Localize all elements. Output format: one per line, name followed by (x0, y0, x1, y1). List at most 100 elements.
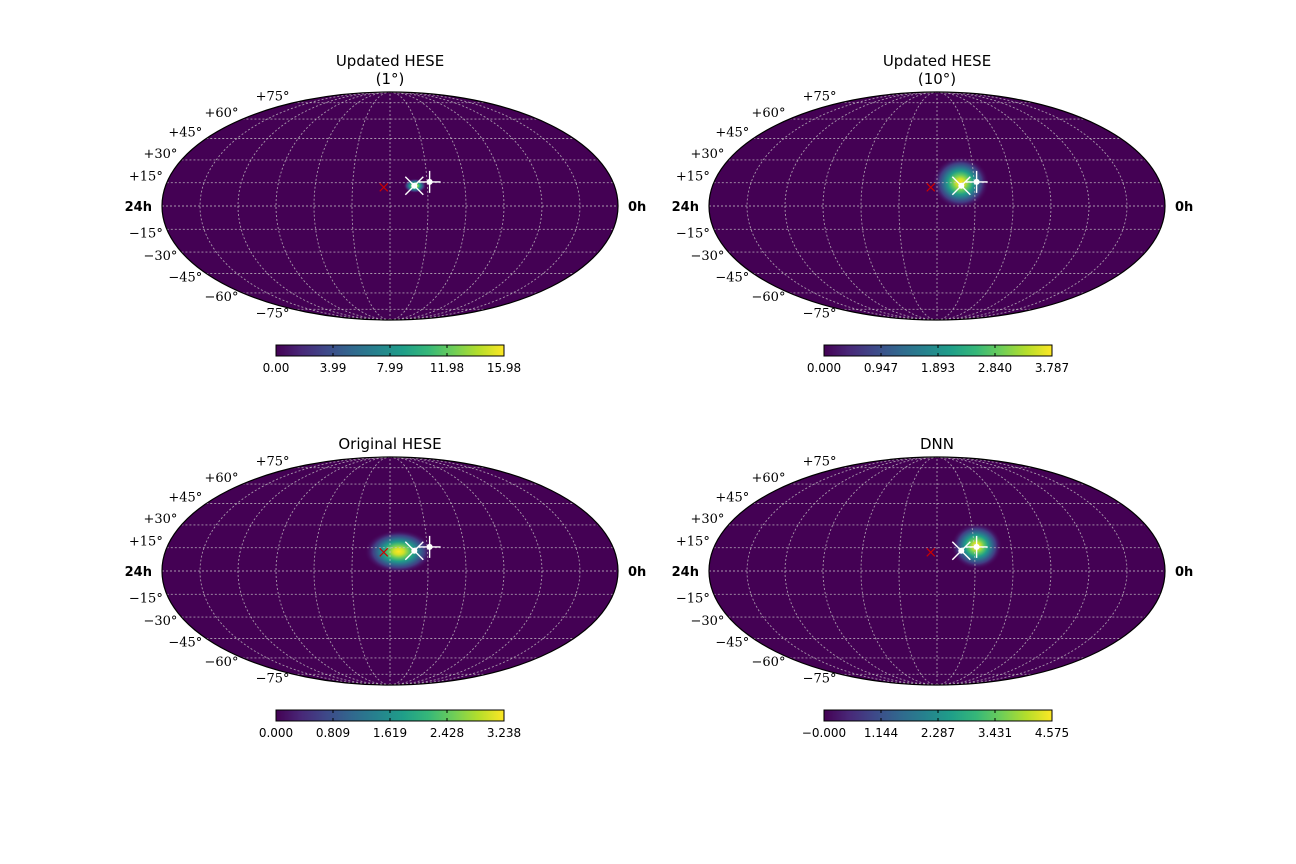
latitude-label: +45° (715, 491, 749, 506)
latitude-label: −15° (129, 591, 163, 606)
latitude-label: −60° (752, 290, 786, 305)
probability-hotspot (932, 156, 990, 209)
latitude-label: +30° (143, 512, 177, 527)
graticule (709, 457, 1165, 685)
latitude-label: −45° (168, 270, 202, 285)
latitude-label: −75° (803, 306, 837, 321)
ra-label-right: 0h (1175, 565, 1193, 580)
x-marker (404, 176, 424, 196)
skymap-panel: DNN +75° +60°+45° +30° +15° −15° −30° −45°−60° −… (672, 435, 1194, 740)
latitude-label: −30° (690, 614, 724, 629)
colorbar-tick-label: 3.99 (320, 361, 347, 375)
x-marker (951, 541, 971, 561)
latitude-label: +60° (205, 106, 239, 121)
latitude-label: −60° (205, 655, 239, 670)
latitude-label: +60° (752, 471, 786, 486)
colorbar-tick-label: 0.947 (864, 361, 898, 375)
panel-title: DNN (920, 435, 954, 453)
colorbar-tick-label: 2.428 (430, 726, 464, 740)
colorbar-tick-label: 0.000 (807, 361, 841, 375)
x-marker (379, 182, 389, 192)
latitude-label: −45° (715, 270, 749, 285)
latitude-label: −60° (205, 290, 239, 305)
ra-label-right: 0h (628, 565, 646, 580)
colorbar-tick-label: 0.00 (263, 361, 290, 375)
latitude-label: −75° (256, 671, 290, 686)
ra-label-left: 24h (672, 565, 699, 580)
ra-label-right: 0h (1175, 200, 1193, 215)
sky-outline (161, 456, 619, 686)
plus-marker (418, 535, 441, 558)
graticule (162, 92, 618, 320)
latitude-label: +15° (676, 535, 710, 550)
latitude-label: −15° (129, 226, 163, 241)
latitude-label: +30° (143, 147, 177, 162)
panel-title: Updated HESE (883, 52, 991, 70)
sky-outline (708, 91, 1166, 321)
colorbar: 0.00 3.99 7.99 11.98 15.98 (263, 344, 521, 375)
sky-outline (708, 456, 1166, 686)
colorbar-tick-label: 7.99 (377, 361, 404, 375)
latitude-label: −30° (690, 249, 724, 264)
latitude-label: +75° (803, 90, 837, 105)
colorbar-tick-label: 3.431 (978, 726, 1012, 740)
colorbar-tick-label: 3.238 (487, 726, 521, 740)
colorbar-tick-label: 0.809 (316, 726, 350, 740)
latitude-label: +15° (676, 170, 710, 185)
latitude-label: +75° (256, 455, 290, 470)
panel-title: Original HESE (338, 435, 441, 453)
latitude-label: +75° (256, 90, 290, 105)
latitude-label: +60° (752, 106, 786, 121)
latitude-label: −30° (143, 249, 177, 264)
colorbar-tick-label: 0.000 (259, 726, 293, 740)
latitude-label: +15° (129, 170, 163, 185)
latitude-label: −15° (676, 226, 710, 241)
colorbar-tick-label: 3.787 (1035, 361, 1069, 375)
ra-label-left: 24h (125, 565, 152, 580)
colorbar-tick-label: 4.575 (1035, 726, 1069, 740)
plus-marker (965, 535, 988, 558)
probability-hotspot (364, 529, 434, 574)
latitude-label: +60° (205, 471, 239, 486)
colorbar-tick-label: 15.98 (487, 361, 521, 375)
x-marker (926, 547, 936, 557)
skymap-panel: Updated HESE(1°) +75° +60°+45° +30° +15° −15°… (125, 52, 647, 375)
colorbar: 0.000 0.947 1.893 2.840 3.787 (807, 344, 1069, 375)
latitude-label: −45° (168, 635, 202, 650)
colorbar-tick-label: 1.144 (864, 726, 898, 740)
colorbar: −0.000 1.144 2.287 3.431 4.575 (802, 709, 1069, 740)
graticule (709, 92, 1165, 320)
latitude-label: −75° (803, 671, 837, 686)
latitude-label: +45° (168, 126, 202, 141)
latitude-label: −30° (143, 614, 177, 629)
latitude-label: −15° (676, 591, 710, 606)
latitude-label: +45° (715, 126, 749, 141)
x-marker (379, 547, 389, 557)
ra-label-left: 24h (672, 200, 699, 215)
colorbar-tick-label: 2.840 (978, 361, 1012, 375)
latitude-label: −45° (715, 635, 749, 650)
colorbar-tick-label: 1.619 (373, 726, 407, 740)
latitude-label: +15° (129, 535, 163, 550)
skymap-panel: Updated HESE(10°) +75° +60°+45° +30° +15° −15… (672, 52, 1194, 375)
plus-marker (418, 170, 441, 193)
x-marker (404, 541, 424, 561)
colorbar-tick-label: 2.287 (921, 726, 955, 740)
colorbar-tick-label: 11.98 (430, 361, 464, 375)
colorbar-tick-label: 1.893 (921, 361, 955, 375)
x-marker (926, 182, 936, 192)
plus-marker (965, 170, 988, 193)
latitude-label: +30° (690, 512, 724, 527)
panel-title: (1°) (376, 70, 405, 88)
x-marker (951, 176, 971, 196)
ra-label-right: 0h (628, 200, 646, 215)
colorbar: 0.000 0.809 1.619 2.428 3.238 (259, 709, 521, 740)
panel-title: (10°) (918, 70, 956, 88)
ra-label-left: 24h (125, 200, 152, 215)
colorbar-tick-label: −0.000 (802, 726, 846, 740)
latitude-label: +45° (168, 491, 202, 506)
latitude-label: +75° (803, 455, 837, 470)
sky-outline (161, 91, 619, 321)
latitude-label: +30° (690, 147, 724, 162)
